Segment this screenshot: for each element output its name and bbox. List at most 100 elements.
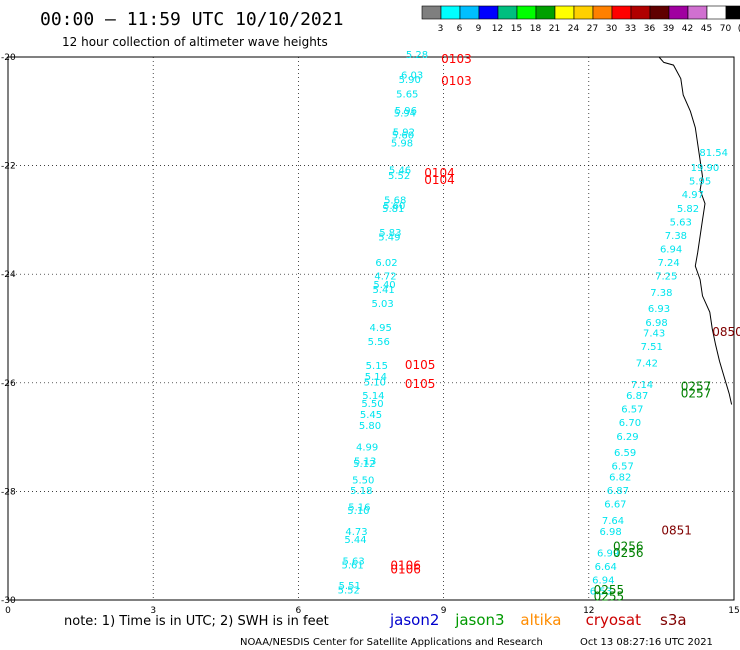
swh-value-label: 7.25 xyxy=(655,272,677,283)
footer-timestamp: Oct 13 08:27:16 UTC 2021 xyxy=(580,637,713,648)
legend-label: 18 xyxy=(530,24,542,34)
swh-value-label: 5.28 xyxy=(406,50,428,61)
legend-label: 9 xyxy=(476,24,482,34)
swh-value-label: 6.29 xyxy=(616,432,638,443)
pass-time-label: 0850 xyxy=(712,325,740,339)
swh-value-label: 5.03 xyxy=(371,299,393,310)
swh-value-label: 5.44 xyxy=(344,535,366,546)
legend-label: 33 xyxy=(625,24,636,34)
legend-label: 3 xyxy=(438,24,444,34)
swh-value-label: 6.94 xyxy=(660,244,682,255)
pass-time-label: 0103 xyxy=(441,52,472,66)
legend-swatch xyxy=(649,5,670,20)
swh-value-label: 4.95 xyxy=(370,323,392,334)
swh-value-label: 6.70 xyxy=(619,418,641,429)
legend-swatch xyxy=(611,5,632,20)
swh-value-label: 5.92 xyxy=(393,128,415,139)
pass-time-label: 0851 xyxy=(661,523,692,537)
pass-time-label: 0106 xyxy=(390,563,421,577)
legend-swatch xyxy=(497,5,518,20)
swh-value-label: 6.64 xyxy=(595,562,617,573)
legend-swatch xyxy=(592,5,613,20)
legend-swatch xyxy=(725,5,740,20)
x-tick-labels: 0 3 6 9 12 15 xyxy=(5,606,740,616)
chart-subtitle: 12 hour collection of altimeter wave hei… xyxy=(62,35,328,49)
legend-label: (ft) xyxy=(738,24,740,34)
swh-value-label: 5.51 xyxy=(339,581,361,592)
swh-value-label: 5.49 xyxy=(378,233,400,244)
swh-value-label: 5.12 xyxy=(353,459,375,470)
grid-lines xyxy=(8,57,734,600)
pass-time-label: 0256 xyxy=(613,540,644,554)
pass-time-label: 0105 xyxy=(405,377,436,391)
satellite-name: s3a xyxy=(660,611,687,629)
chart-title: 00:00 – 11:59 UTC 10/10/2021 xyxy=(40,9,343,30)
swh-value-label: 4.99 xyxy=(356,443,378,454)
swh-value-label: 5.63 xyxy=(342,557,364,568)
swh-value-label: 5.16 xyxy=(348,502,370,513)
swh-value-label: 4.97 xyxy=(682,190,704,201)
pass-time-label: 0103 xyxy=(441,74,472,88)
swh-value-label: 5.63 xyxy=(670,217,692,228)
swh-value-label: 19.90 xyxy=(691,163,720,174)
legend-swatch xyxy=(535,5,556,20)
plot-frame xyxy=(7,56,735,601)
swh-value-label: 5.60 xyxy=(383,201,405,212)
legend-label: 42 xyxy=(682,24,693,34)
legend-swatch xyxy=(459,5,480,20)
swh-value-label: 5.60 xyxy=(392,130,414,141)
legend-swatch xyxy=(687,5,708,20)
swh-value-label: 6.03 xyxy=(401,71,423,82)
swh-value-label: 5.10 xyxy=(364,378,386,389)
legend-label: 24 xyxy=(568,24,580,34)
swh-value-label: 5.52 xyxy=(388,171,410,182)
swh-value-label: 6.82 xyxy=(609,473,631,484)
legend-swatch xyxy=(554,5,575,20)
pass-time-label: 0257 xyxy=(681,387,712,401)
swh-value-label: 5.18 xyxy=(350,486,372,497)
swh-value-label: 7.14 xyxy=(631,380,653,391)
satellite-name: cryosat xyxy=(586,611,641,629)
pass-time-label: 0106 xyxy=(390,559,421,573)
swh-value-label: 5.50 xyxy=(361,399,383,410)
satellite-name: altika xyxy=(520,611,561,629)
swh-value-label: 7.24 xyxy=(658,258,680,269)
legend-swatch xyxy=(440,5,461,20)
swh-value-label: 5.56 xyxy=(368,337,390,348)
swh-value-label: 6.94 xyxy=(592,576,614,587)
satellite-name: jason3 xyxy=(454,611,504,629)
swh-value-label: 5.90 xyxy=(399,75,421,86)
swh-value-label: 5.13 xyxy=(354,456,376,467)
swh-value-label: 5.41 xyxy=(372,285,394,296)
x-tick-label: 12 xyxy=(583,606,594,616)
legend-swatch xyxy=(516,5,537,20)
y-tick-label: -20 xyxy=(1,53,16,63)
satellite-legend: jason2 jason3 altika cryosat s3a xyxy=(389,611,687,629)
legend-label: 15 xyxy=(511,24,522,34)
legend-swatch xyxy=(668,5,689,20)
legend-swatch xyxy=(421,5,442,20)
swh-value-label: 5.68 xyxy=(384,196,406,207)
swh-value-label: 6.59 xyxy=(614,448,636,459)
x-tick-label: 15 xyxy=(728,606,739,616)
pass-time-label: 0257 xyxy=(681,380,712,394)
swh-value-label: 5.45 xyxy=(360,410,382,421)
coastline xyxy=(658,56,733,405)
swh-value-label: 6.87 xyxy=(607,486,629,497)
y-tick-label: -22 xyxy=(1,162,16,172)
legend-label: 45 xyxy=(701,24,712,34)
legend-label: 39 xyxy=(663,24,675,34)
swh-value-label: 5.80 xyxy=(359,421,381,432)
legend-swatch xyxy=(573,5,594,20)
swh-value-label: 5.94 xyxy=(394,109,416,120)
swh-value-label: 7.51 xyxy=(641,342,663,353)
swh-value-label: 6.98 xyxy=(599,527,621,538)
pass-time-label: 0104 xyxy=(424,173,455,187)
footer-credit: NOAA/NESDIS Center for Satellite Applica… xyxy=(240,637,543,648)
swh-value-label: 5.65 xyxy=(396,90,418,101)
coastline-line xyxy=(658,56,733,405)
legend-swatch xyxy=(478,5,499,20)
swh-value-label: 6.02 xyxy=(375,258,397,269)
